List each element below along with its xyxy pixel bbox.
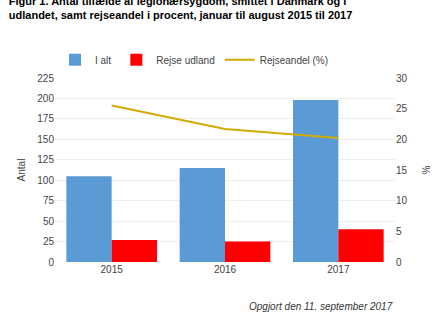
svg-text:15: 15	[396, 165, 408, 176]
svg-text:5: 5	[396, 226, 402, 237]
svg-text:10: 10	[396, 195, 408, 206]
svg-text:225: 225	[37, 73, 54, 84]
svg-text:2017: 2017	[327, 264, 350, 275]
svg-text:150: 150	[37, 134, 54, 145]
svg-text:100: 100	[37, 175, 54, 186]
svg-text:200: 200	[37, 93, 54, 104]
svg-text:2016: 2016	[214, 264, 237, 275]
svg-text:I alt: I alt	[95, 55, 111, 66]
svg-text:125: 125	[37, 154, 54, 165]
svg-text:75: 75	[43, 195, 55, 206]
svg-text:Opgjort den 11. september 2017: Opgjort den 11. september 2017	[249, 301, 393, 312]
svg-text:Antal: Antal	[16, 159, 27, 182]
svg-text:Figur 1. Antal tilfælde af leg: Figur 1. Antal tilfælde af legionærsygdo…	[9, 0, 353, 21]
svg-text:175: 175	[37, 113, 54, 124]
svg-text:20: 20	[396, 134, 408, 145]
svg-text:0: 0	[48, 257, 54, 268]
svg-text:0: 0	[396, 257, 402, 268]
svg-text:25: 25	[396, 103, 408, 114]
svg-text:25: 25	[43, 236, 55, 247]
svg-text:Rejse udland: Rejse udland	[156, 55, 214, 66]
svg-text:30: 30	[396, 73, 408, 84]
svg-text:2015: 2015	[101, 264, 124, 275]
svg-text:50: 50	[43, 216, 55, 227]
svg-text:Rejseandel (%): Rejseandel (%)	[260, 55, 328, 66]
svg-text:%: %	[421, 165, 432, 174]
